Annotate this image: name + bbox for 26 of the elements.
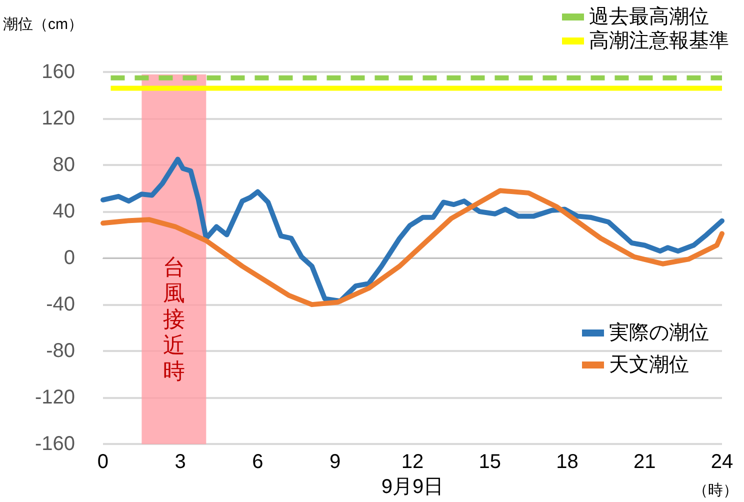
y-tick-label: 40 bbox=[52, 200, 75, 223]
y-tick-label: 120 bbox=[42, 108, 75, 130]
x-tick-label: 12 bbox=[401, 451, 424, 474]
x-tick-label: 3 bbox=[174, 451, 186, 474]
x-tick-label: 9 bbox=[330, 451, 341, 474]
legend-label: 天文潮位 bbox=[609, 354, 689, 376]
y-tick-label: -120 bbox=[34, 386, 75, 409]
x-tick-label: 24 bbox=[710, 451, 734, 474]
legend-label: 過去最高潮位 bbox=[589, 5, 709, 28]
x-tick-label: 18 bbox=[556, 451, 578, 474]
y-tick-label: -160 bbox=[34, 433, 75, 456]
legend-label: 高潮注意報基準 bbox=[589, 29, 729, 52]
text: （時） bbox=[693, 482, 738, 499]
x-axis-title: 9月9日 bbox=[381, 476, 444, 498]
band-label: 台風接近時 bbox=[162, 254, 185, 384]
x-tick-label: 6 bbox=[252, 451, 264, 474]
x-tick-label: 15 bbox=[478, 451, 501, 474]
legend-label: 実際の潮位 bbox=[609, 321, 709, 344]
x-tick-label: 21 bbox=[634, 451, 656, 474]
y-tick-label: 160 bbox=[42, 61, 75, 83]
y-tick-label: 0 bbox=[64, 247, 75, 270]
y-axis-title: 潮位（cm） bbox=[2, 16, 83, 33]
y-tick-label: 80 bbox=[52, 154, 75, 176]
y-tick-label: -80 bbox=[46, 340, 75, 362]
y-tick-label: -40 bbox=[46, 294, 75, 316]
x-tick-label: 0 bbox=[97, 451, 109, 474]
